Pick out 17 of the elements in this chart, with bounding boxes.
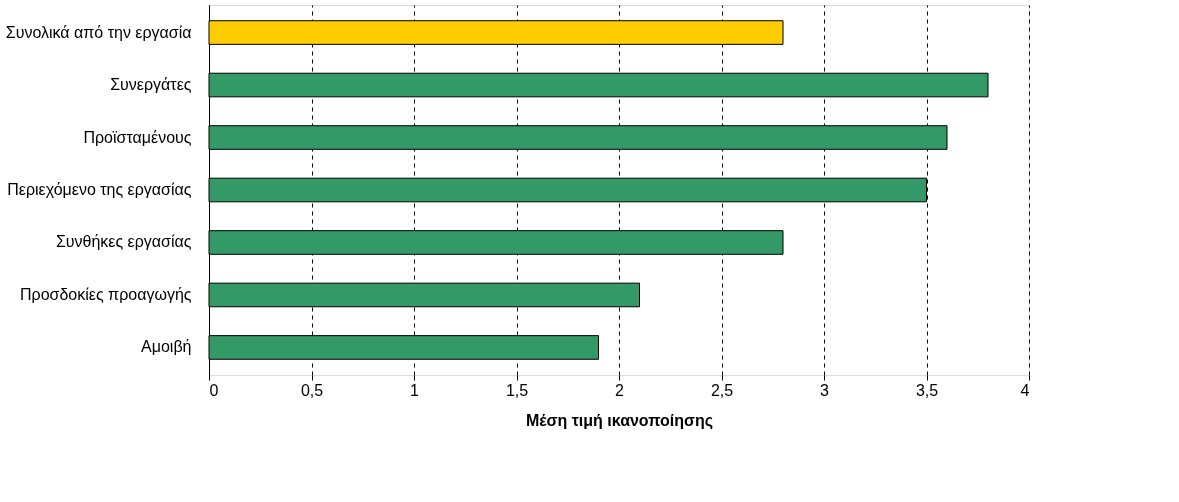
x-tick-label: 4	[1020, 381, 1030, 399]
x-tick-label: 0	[209, 381, 219, 399]
x-tick-label: 0,5	[300, 381, 324, 399]
x-axis-title: Μέση τιμή ικανοποίησης	[525, 411, 714, 430]
y-tick-label: Συνεργάτες	[110, 76, 192, 94]
x-tick-label: 1	[410, 381, 420, 399]
y-tick-label: Συνολικά από την εργασία	[5, 23, 192, 41]
y-tick-label: Προσδοκίες προαγωγής	[20, 285, 192, 303]
y-tick-label: Αμοιβή	[141, 338, 192, 356]
x-tick-label: 1,5	[505, 381, 529, 399]
x-tick-label: 3,5	[915, 381, 939, 399]
x-tick-label: 2	[615, 381, 625, 399]
y-tick-label: Περιεχόμενο της εργασίας	[7, 181, 192, 198]
y-tick-label: Προϊσταμένους	[83, 128, 192, 146]
x-tick-label: 2,5	[710, 381, 734, 399]
y-tick-label: Συνθήκες εργασίας	[55, 233, 192, 251]
x-tick-label: 3	[820, 381, 830, 399]
